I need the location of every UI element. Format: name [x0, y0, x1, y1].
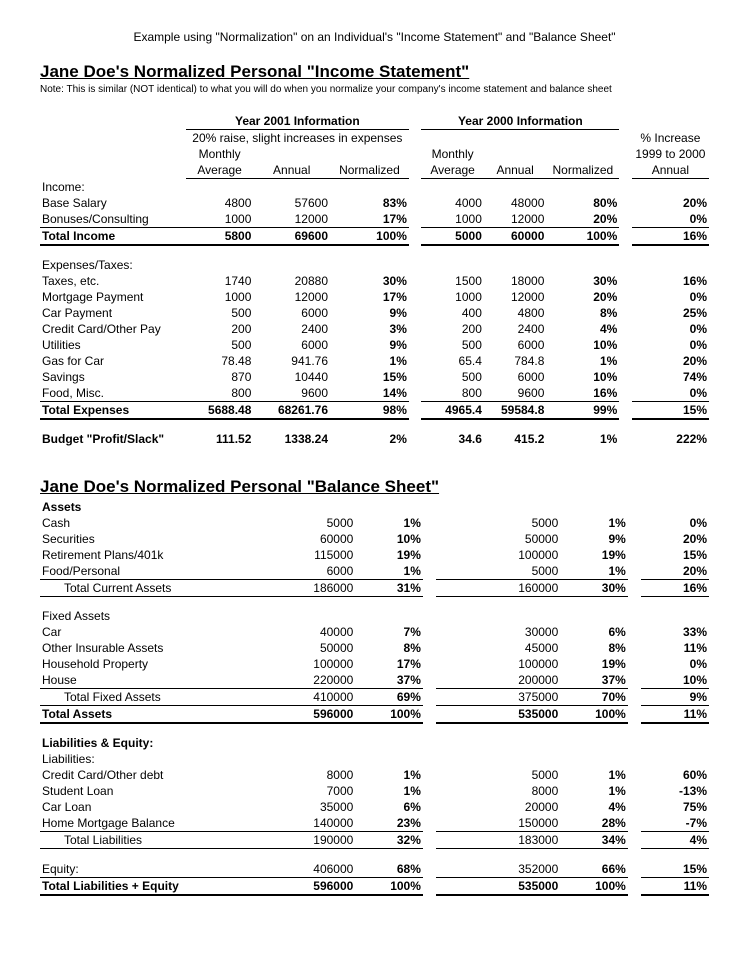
table-row: Mortgage Payment10001200017%10001200020%…: [40, 289, 709, 305]
title-income-statement: Jane Doe's Normalized Personal "Income S…: [40, 62, 709, 82]
hdr-year-2001: Year 2001 Information: [186, 113, 409, 130]
assets-header: Assets: [40, 499, 220, 515]
expenses-header: Expenses/Taxes:: [40, 257, 186, 273]
hdr-annual-3: Annual: [632, 162, 709, 179]
table-row: Savings8701044015%500600010%74%: [40, 369, 709, 385]
table-row: Gas for Car78.48941.761%65.4784.81%20%: [40, 353, 709, 369]
note: Note: This is similar (NOT identical) to…: [40, 84, 709, 95]
table-row: Total Current Assets18600031%16000030%16…: [40, 579, 709, 596]
table-row: Retirement Plans/401k11500019%10000019%1…: [40, 547, 709, 563]
hdr-year-2000: Year 2000 Information: [421, 113, 619, 130]
table-row: Credit Card/Other debt80001%50001%60%: [40, 767, 709, 783]
hdr-average-1: Average: [186, 162, 254, 179]
table-row: Taxes, etc.17402088030%15001800030%16%: [40, 273, 709, 289]
hdr-monthly-2: Monthly: [421, 146, 484, 162]
table-row: Car Loan350006%200004%75%: [40, 799, 709, 815]
hdr-normalized-1: Normalized: [330, 162, 409, 179]
table-row: Bonuses/Consulting10001200017%1000120002…: [40, 211, 709, 228]
table-row: Food, Misc.800960014%800960016%0%: [40, 385, 709, 402]
liabilities-header: Liabilities:: [40, 751, 220, 767]
top-caption: Example using "Normalization" on an Indi…: [40, 30, 709, 44]
balance-sheet-table: Assets Cash50001%50001%0%Securities60000…: [40, 499, 709, 896]
liab-equity-header: Liabilities & Equity:: [40, 735, 220, 751]
table-row: Total Fixed Assets41000069%37500070%9%: [40, 689, 709, 706]
table-row: Car Payment50060009%40048008%25%: [40, 305, 709, 321]
hdr-range: 1999 to 2000: [632, 146, 709, 162]
table-row: Food/Personal60001%50001%20%: [40, 563, 709, 580]
table-row: Securities6000010%500009%20%: [40, 531, 709, 547]
table-row: Equity:40600068%35200066%15%: [40, 861, 709, 878]
table-row: Utilities50060009%500600010%0%: [40, 337, 709, 353]
income-header: Income:: [40, 179, 186, 195]
table-row: Total Assets596000100%535000100%11%: [40, 706, 709, 724]
table-row: Cash50001%50001%0%: [40, 515, 709, 531]
table-row: Total Income580069600100%500060000100%16…: [40, 227, 709, 245]
hdr-raise: 20% raise, slight increases in expenses: [186, 130, 409, 147]
hdr-annual-2: Annual: [484, 162, 547, 179]
table-row: Budget "Profit/Slack"111.521338.242%34.6…: [40, 431, 709, 447]
table-row: Student Loan70001%80001%-13%: [40, 783, 709, 799]
table-row: Home Mortgage Balance14000023%15000028%-…: [40, 815, 709, 832]
hdr-average-2: Average: [421, 162, 484, 179]
table-row: Total Expenses5688.4868261.7698%4965.459…: [40, 401, 709, 419]
hdr-monthly-1: Monthly: [186, 146, 254, 162]
table-row: Total Liabilities + Equity596000100%5350…: [40, 877, 709, 895]
table-row: Household Property10000017%10000019%0%: [40, 656, 709, 672]
hdr-normalized-2: Normalized: [546, 162, 619, 179]
table-row: House22000037%20000037%10%: [40, 672, 709, 689]
table-row: Car400007%300006%33%: [40, 624, 709, 640]
title-balance-sheet: Jane Doe's Normalized Personal "Balance …: [40, 477, 709, 497]
income-statement-table: Year 2001 Information Year 2000 Informat…: [40, 113, 709, 447]
table-row: Total Liabilities19000032%18300034%4%: [40, 832, 709, 849]
hdr-pct-increase: % Increase: [632, 130, 709, 147]
fixed-assets-header: Fixed Assets: [40, 608, 220, 624]
table-row: Credit Card/Other Pay20024003%20024004%0…: [40, 321, 709, 337]
hdr-annual-1: Annual: [253, 162, 330, 179]
table-row: Base Salary48005760083%40004800080%20%: [40, 195, 709, 211]
table-row: Other Insurable Assets500008%450008%11%: [40, 640, 709, 656]
